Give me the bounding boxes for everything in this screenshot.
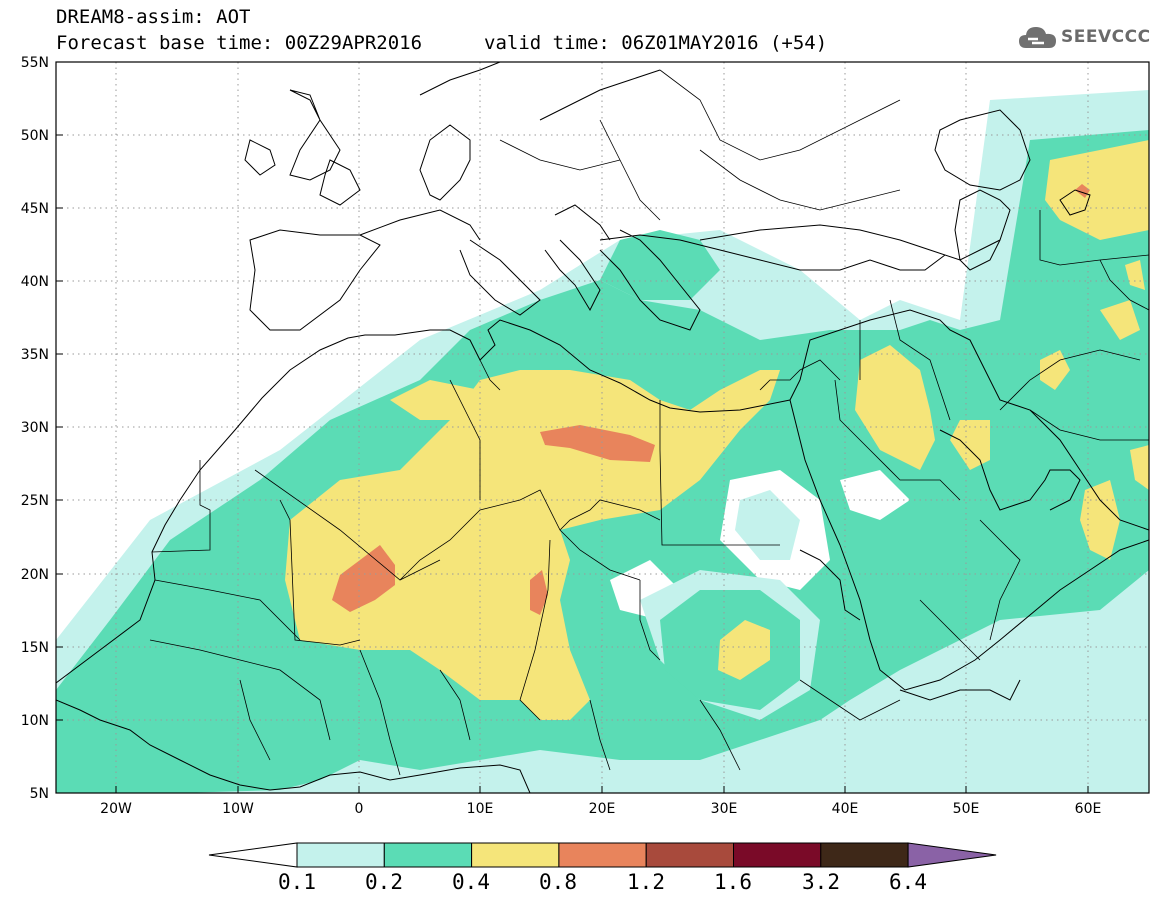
- lon-labels: 20W 10W 0 10E 20E 30E 40E 50E 60E: [100, 801, 1101, 817]
- colorbar-label: 0.2: [365, 870, 403, 894]
- seevccc-logo: SEEVCCC: [1018, 24, 1151, 50]
- lat-label: 40N: [21, 274, 49, 290]
- lat-label: 30N: [21, 420, 49, 436]
- colorbar-label: 1.2: [627, 870, 665, 894]
- lat-labels: 55N 50N 45N 40N 35N 30N 25N 20N 15N 10N …: [21, 55, 49, 802]
- lat-label: 25N: [21, 493, 49, 509]
- lat-label: 45N: [21, 201, 49, 217]
- lat-label: 15N: [21, 640, 49, 656]
- colorbar-right-arrow: [907, 842, 997, 868]
- axis-ticks: [56, 61, 1089, 794]
- colorbar: [208, 842, 997, 868]
- coastlines: [56, 62, 1149, 793]
- lat-label: 55N: [21, 55, 49, 71]
- logo-text: SEEVCCC: [1061, 27, 1151, 47]
- colorbar-swatch: [645, 842, 735, 868]
- colorbar-swatch: [558, 842, 647, 868]
- lon-label: 10E: [467, 801, 494, 817]
- colorbar-swatch: [733, 842, 822, 868]
- colorbar-swatch: [820, 842, 909, 868]
- lat-label: 5N: [30, 786, 49, 802]
- lon-label: 0: [355, 801, 364, 817]
- colorbar-label: 0.4: [452, 870, 490, 894]
- colorbar-label: 1.6: [714, 870, 752, 894]
- map-title: DREAM8-assim: AOT: [56, 6, 251, 28]
- cloud-icon: [1019, 27, 1056, 48]
- colorbar-left-arrow: [208, 842, 298, 868]
- colorbar-label: 0.8: [539, 870, 577, 894]
- colorbar-swatch: [296, 842, 385, 868]
- valid-time: valid time: 06Z01MAY2016 (+54): [484, 32, 828, 54]
- graticule: [56, 62, 1149, 793]
- colorbar-swatch: [471, 842, 560, 868]
- forecast-base-time: Forecast base time: 00Z29APR2016: [56, 32, 423, 54]
- lon-label: 40E: [832, 801, 859, 817]
- aot-0.8-1.2-shading: [332, 184, 1090, 615]
- lon-label: 50E: [953, 801, 980, 817]
- lat-label: 10N: [21, 713, 49, 729]
- country-borders: [149, 69, 1149, 776]
- lon-label: 10W: [222, 801, 254, 817]
- lon-label: 60E: [1075, 801, 1102, 817]
- lon-label: 20W: [100, 801, 132, 817]
- lon-label: 30E: [711, 801, 738, 817]
- lat-label: 50N: [21, 128, 49, 144]
- colorbar-swatch: [383, 842, 473, 868]
- lon-label: 20E: [589, 801, 616, 817]
- colorbar-label: 6.4: [889, 870, 927, 894]
- aot-field: [56, 62, 1149, 793]
- lat-label: 20N: [21, 567, 49, 583]
- colorbar-label: 0.1: [278, 870, 316, 894]
- lat-label: 35N: [21, 347, 49, 363]
- colorbar-label: 3.2: [802, 870, 840, 894]
